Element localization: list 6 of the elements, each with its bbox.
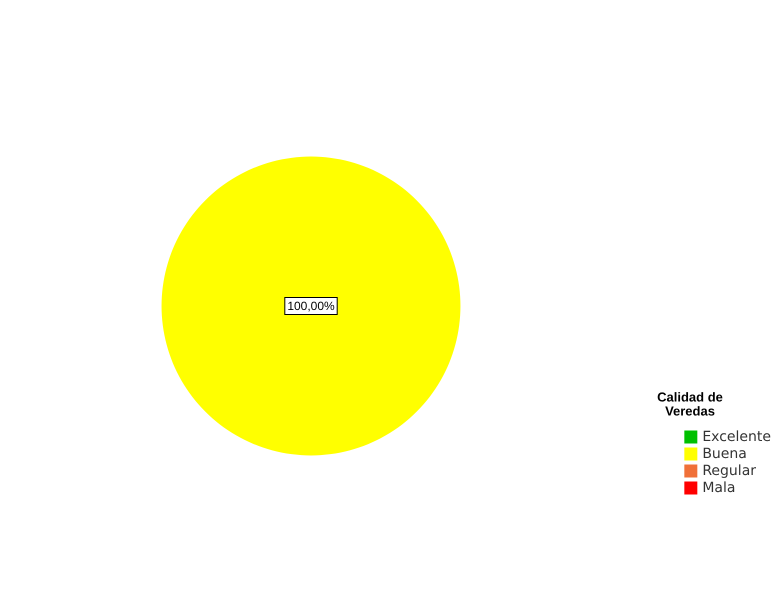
legend-label: Regular [702,463,756,479]
legend-label: Excelente [702,429,772,445]
legend-title: Calidad de Veredas [657,390,723,418]
legend-label: Buena [702,446,747,462]
data-label: 100,00% [287,299,336,313]
legend-label: Mala [702,480,736,496]
